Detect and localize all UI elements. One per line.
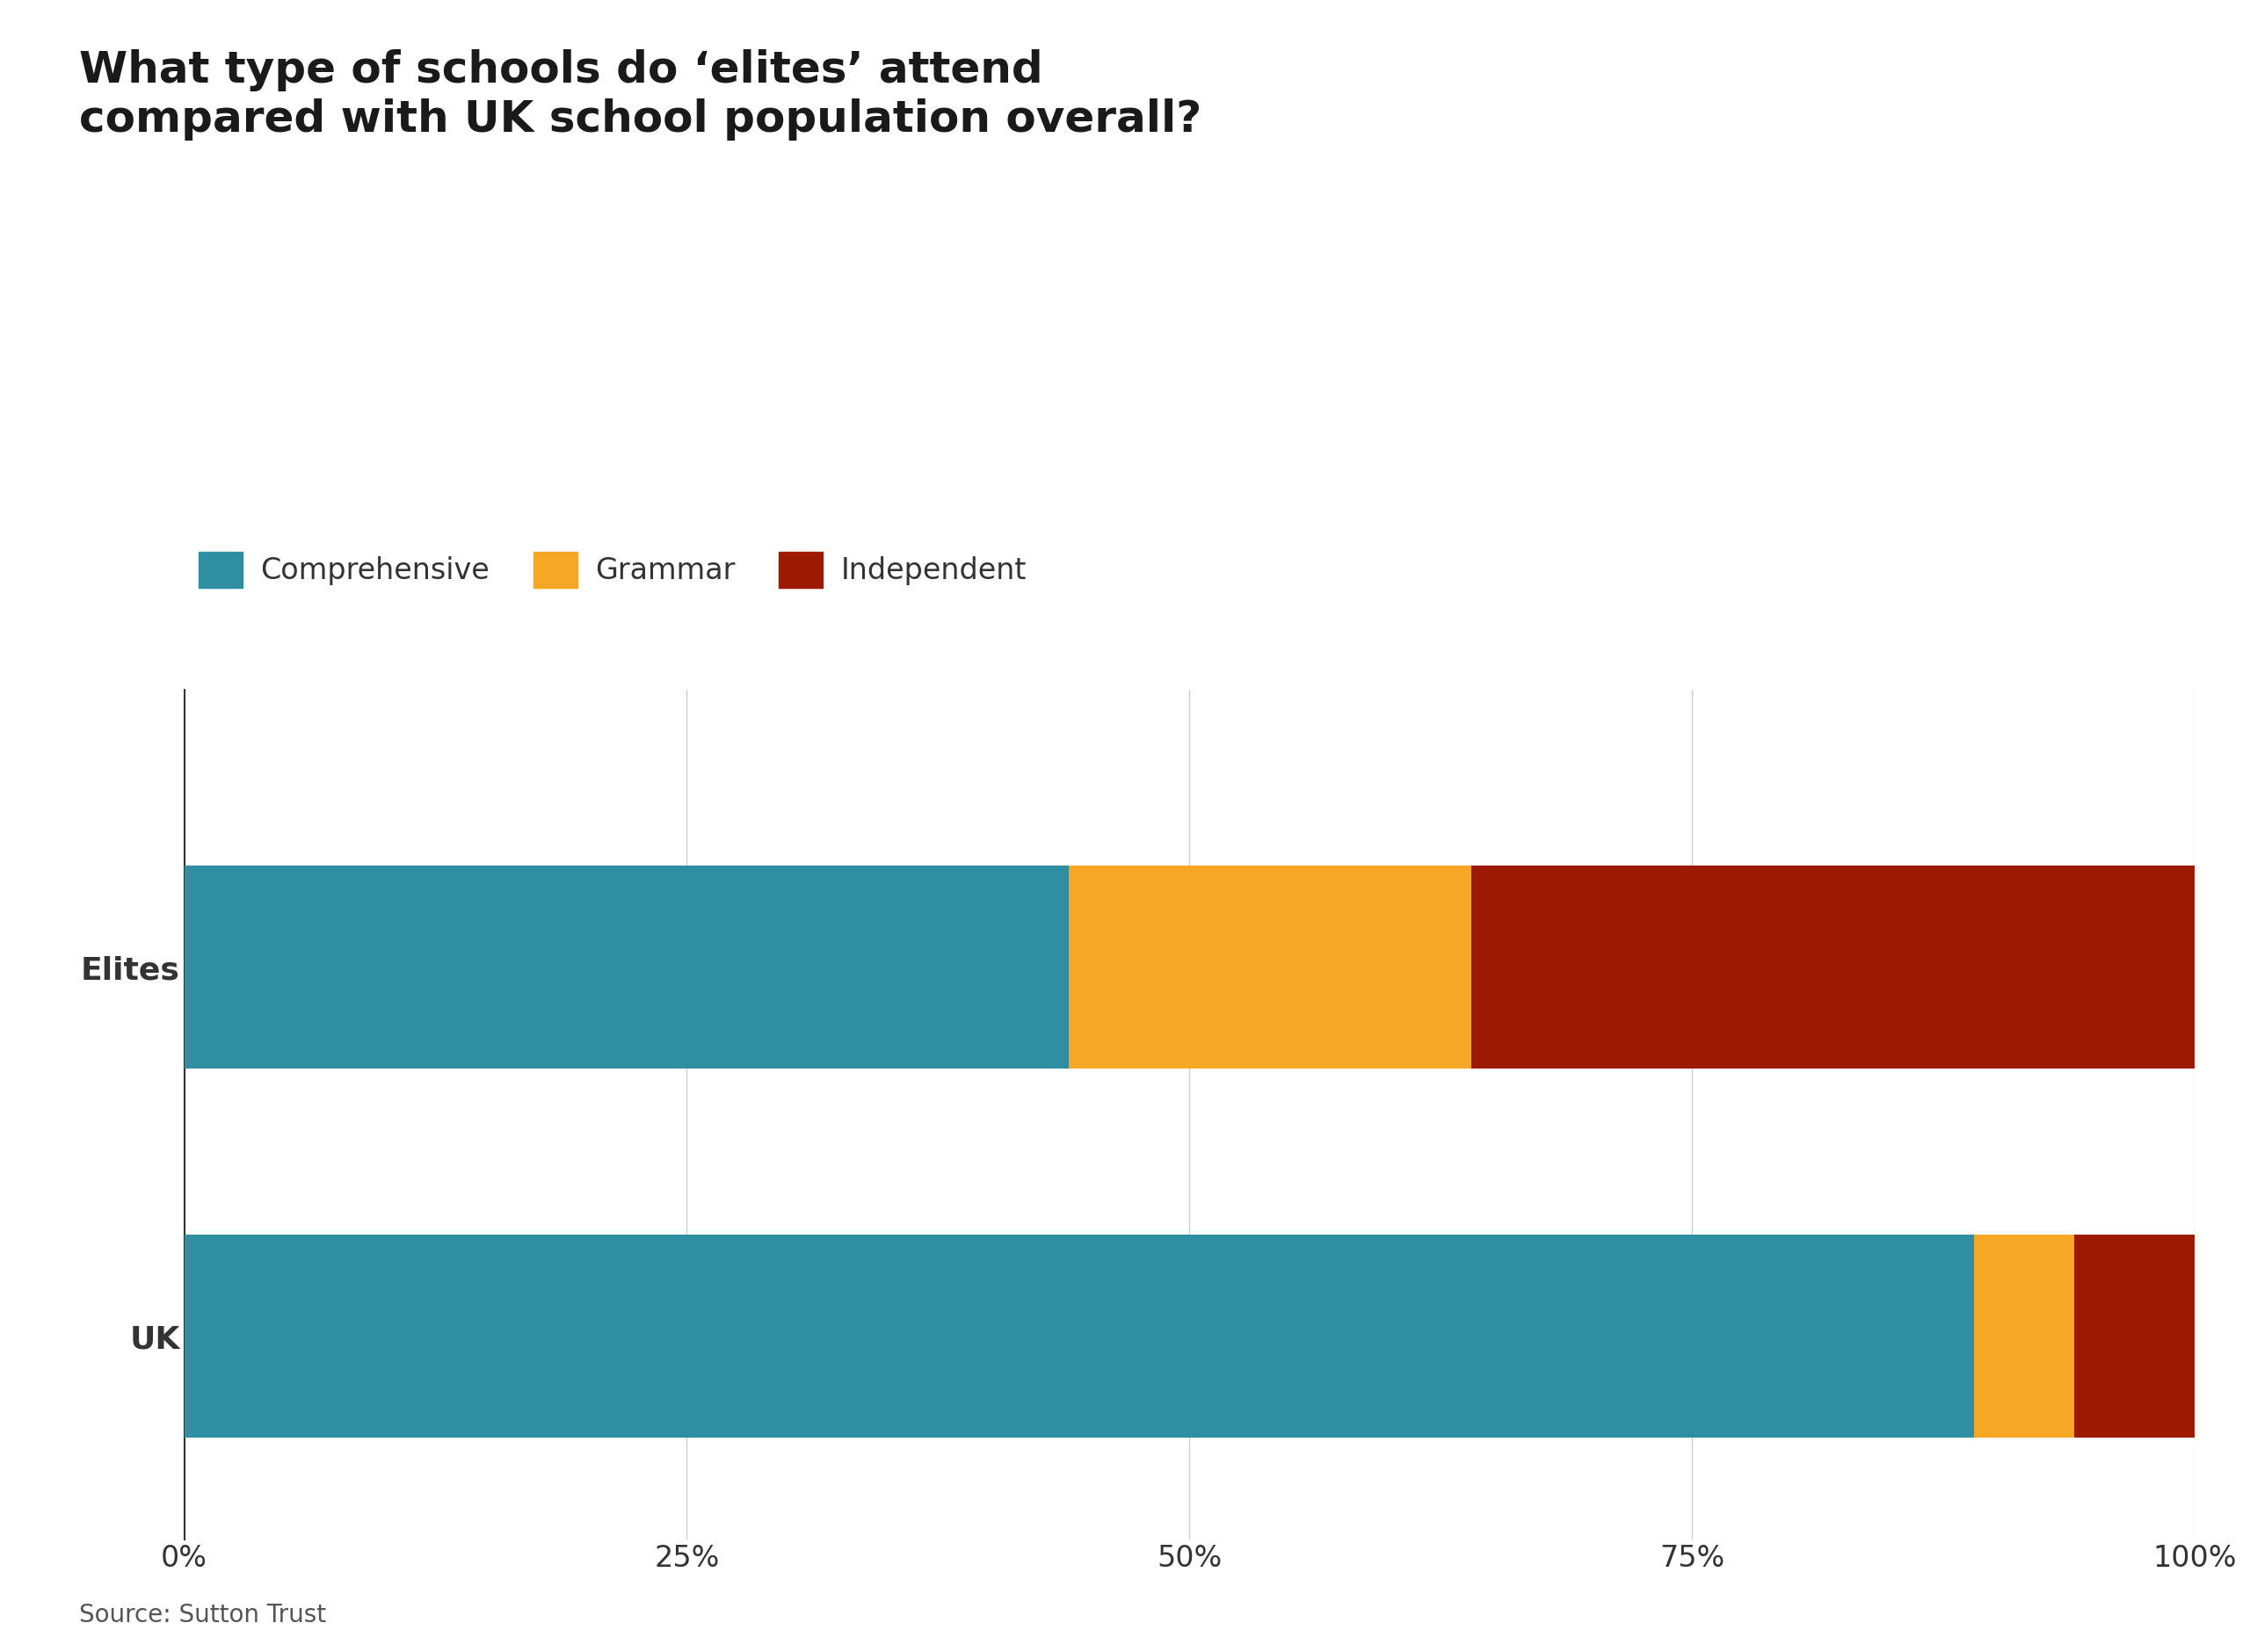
Bar [1973, 1234, 2074, 1437]
Text: Source: Sutton Trust: Source: Sutton Trust [79, 1602, 326, 1627]
Bar [2074, 1234, 2194, 1437]
Text: BBC: BBC [2048, 1584, 2115, 1612]
Bar [184, 1234, 1973, 1437]
Bar [1472, 866, 2194, 1069]
Bar [1069, 866, 1472, 1069]
Bar [184, 866, 1069, 1069]
Legend: Comprehensive, Grammar, Independent: Comprehensive, Grammar, Independent [198, 552, 1026, 588]
Text: What type of schools do ‘elites’ attend
compared with UK school population overa: What type of schools do ‘elites’ attend … [79, 50, 1202, 140]
